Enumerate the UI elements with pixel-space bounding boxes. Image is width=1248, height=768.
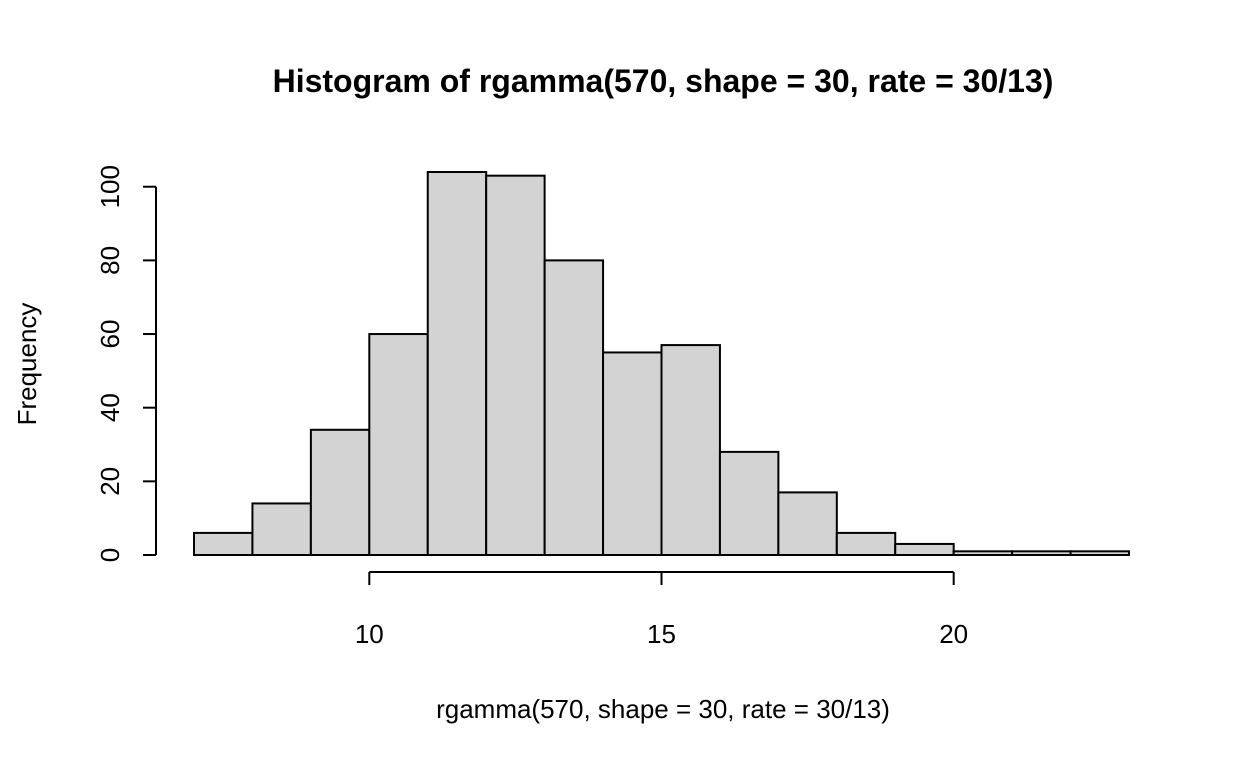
- histogram-bar-10: [777, 491, 838, 556]
- histogram-bar-6: [543, 259, 605, 556]
- y-axis-label: Frequency: [12, 303, 42, 426]
- histogram-bar-14: [1011, 550, 1072, 557]
- histogram-bar-7: [602, 351, 663, 557]
- histogram-bar-5: [485, 174, 546, 557]
- histogram-bar-12: [894, 542, 955, 556]
- histogram-bar-9: [718, 450, 780, 556]
- histogram-bar-2: [309, 428, 371, 556]
- y-axis: 0 20 40 60 80 100: [95, 165, 157, 562]
- chart-title: Histogram of rgamma(570, shape = 30, rat…: [273, 63, 1054, 99]
- x-tick-label: 15: [647, 619, 676, 649]
- histogram-bar-4: [426, 171, 488, 556]
- histogram-bar-3: [368, 333, 429, 556]
- histogram-bar-1: [251, 502, 312, 557]
- x-tick-label: 20: [939, 619, 968, 649]
- histogram-bar-15: [1069, 550, 1130, 557]
- x-tick-label: 10: [355, 619, 384, 649]
- y-tick-label: 100: [95, 165, 125, 208]
- x-axis-label: rgamma(570, shape = 30, rate = 30/13): [436, 694, 890, 724]
- histogram-bar-13: [952, 550, 1014, 557]
- y-tick-label: 40: [95, 393, 125, 422]
- y-tick-label: 60: [95, 320, 125, 349]
- y-tick-label: 80: [95, 246, 125, 275]
- histogram-bars: [193, 171, 1130, 557]
- histogram-bar-0: [193, 531, 254, 557]
- histogram-bar-8: [660, 344, 721, 557]
- y-tick-label: 20: [95, 467, 125, 496]
- y-tick-label: 0: [95, 548, 125, 562]
- x-axis: 10 15 20: [355, 571, 968, 649]
- histogram-bar-11: [835, 531, 897, 557]
